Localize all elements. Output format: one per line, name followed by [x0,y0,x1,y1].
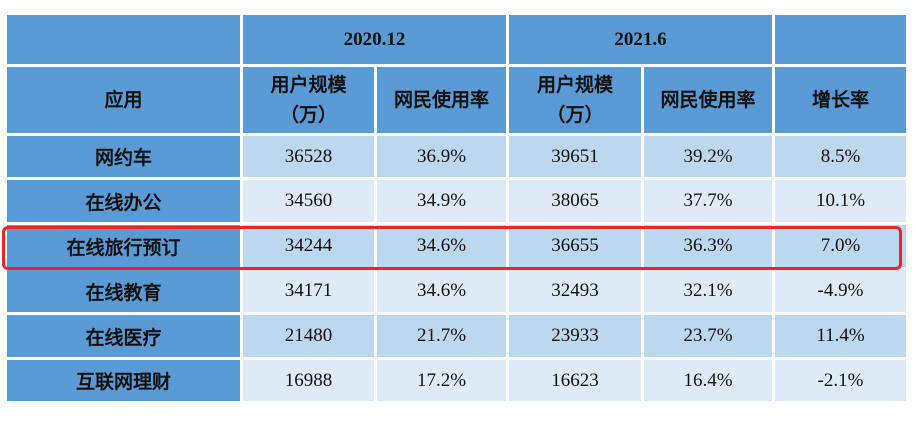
table-row: 在线医疗 21480 21.7% 23933 23.7% 11.4% [7,315,906,357]
header-row-periods: 2020.12 2021.6 [7,15,906,64]
rate-2020-cell: 21.7% [377,315,506,357]
rate-2021-cell: 36.3% [644,225,772,267]
users-2020-cell: 34560 [243,180,374,222]
rate-2021-cell: 39.2% [644,136,772,177]
table-row: 在线教育 34171 34.6% 32493 32.1% -4.9% [7,270,906,312]
rate-2020-cell: 36.9% [377,136,506,177]
header-blank-cell-right [775,15,906,64]
app-name-cell: 在线教育 [7,270,240,312]
users-header-line1: 用户规模 [536,74,613,96]
growth-cell: 7.0% [775,225,906,267]
app-name-cell: 在线医疗 [7,315,240,357]
users-header-line2: （万） [279,104,337,126]
table-row: 互联网理财 16988 17.2% 16623 16.4% -2.1% [7,360,906,401]
app-name-cell: 在线旅行预订 [7,225,240,267]
table-row-highlighted: 在线旅行预订 34244 34.6% 36655 36.3% 7.0% [7,225,906,267]
rate-2020-header: 网民使用率 [377,67,506,133]
period-2021-header: 2021.6 [509,15,772,64]
users-2021-cell: 32493 [509,270,641,312]
app-name-cell: 互联网理财 [7,360,240,401]
rate-2020-cell: 17.2% [377,360,506,401]
users-2021-cell: 39651 [509,136,641,177]
rate-2021-header: 网民使用率 [644,67,772,133]
growth-cell: 10.1% [775,180,906,222]
rate-2021-cell: 32.1% [644,270,772,312]
growth-header: 增长率 [775,67,906,133]
rate-2021-cell: 23.7% [644,315,772,357]
users-2021-cell: 36655 [509,225,641,267]
table-row: 网约车 36528 36.9% 39651 39.2% 8.5% [7,136,906,177]
growth-cell: -4.9% [775,270,906,312]
users-2020-cell: 34171 [243,270,374,312]
users-header-line1: 用户规模 [270,74,347,96]
users-2020-cell: 34244 [243,225,374,267]
users-2021-cell: 16623 [509,360,641,401]
header-blank-cell [7,15,240,64]
rate-2020-cell: 34.9% [377,180,506,222]
users-2020-cell: 16988 [243,360,374,401]
rate-2021-cell: 37.7% [644,180,772,222]
data-table-wrapper: 2020.12 2021.6 应用 用户规模 （万） 网民使用率 用户规模 （万… [4,12,909,404]
users-2021-cell: 23933 [509,315,641,357]
users-2020-cell: 36528 [243,136,374,177]
app-column-header: 应用 [7,67,240,133]
rate-2021-cell: 16.4% [644,360,772,401]
growth-cell: -2.1% [775,360,906,401]
rate-2020-cell: 34.6% [377,225,506,267]
users-header-line2: （万） [546,104,604,126]
users-2021-cell: 38065 [509,180,641,222]
period-2020-header: 2020.12 [243,15,506,64]
table-row: 在线办公 34560 34.9% 38065 37.7% 10.1% [7,180,906,222]
app-name-cell: 网约车 [7,136,240,177]
growth-cell: 8.5% [775,136,906,177]
app-name-cell: 在线办公 [7,180,240,222]
rate-2020-cell: 34.6% [377,270,506,312]
internet-apps-table: 2020.12 2021.6 应用 用户规模 （万） 网民使用率 用户规模 （万… [4,12,909,404]
growth-cell: 11.4% [775,315,906,357]
users-2020-header: 用户规模 （万） [243,67,374,133]
users-2020-cell: 21480 [243,315,374,357]
users-2021-header: 用户规模 （万） [509,67,641,133]
header-row-columns: 应用 用户规模 （万） 网民使用率 用户规模 （万） 网民使用率 增长率 [7,67,906,133]
